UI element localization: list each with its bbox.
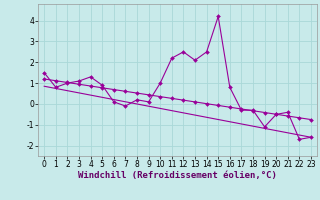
X-axis label: Windchill (Refroidissement éolien,°C): Windchill (Refroidissement éolien,°C): [78, 171, 277, 180]
